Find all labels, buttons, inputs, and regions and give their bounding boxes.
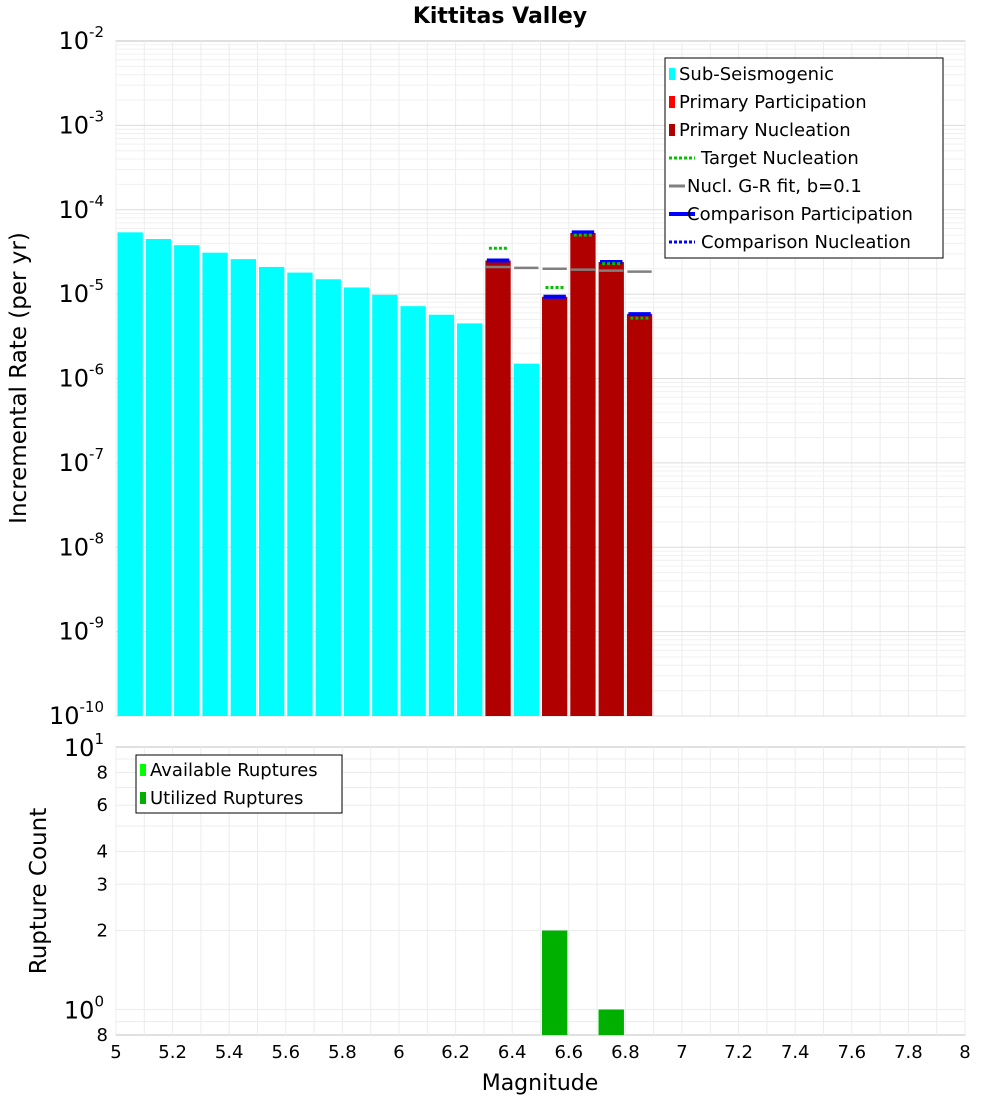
legend-label: Comparison Participation	[687, 204, 913, 225]
x-tick-label: 7.6	[837, 1042, 866, 1063]
bar-sub-seismogenic	[230, 259, 256, 716]
bar-sub-seismogenic	[343, 287, 370, 716]
top-y-tick-label: 10-8	[58, 529, 104, 561]
legend-label: Available Ruptures	[150, 760, 318, 781]
legend-swatch	[669, 96, 675, 108]
top-panel: 10-10 10-9 10-8 10-7 10-6 10-5 10-4 10-3 10-2 In…	[6, 23, 966, 730]
top-y-tick-label: 10-10	[49, 698, 104, 730]
bar-sub-seismogenic	[315, 279, 341, 716]
x-tick-label: 5.8	[328, 1042, 357, 1063]
bar-sub-seismogenic	[513, 363, 539, 716]
bar-primary-nucleation	[485, 260, 511, 716]
top-y-tick-label: 10-6	[58, 361, 104, 393]
legend-label: Utilized Ruptures	[150, 788, 303, 809]
bar-sub-seismogenic	[145, 239, 172, 716]
legend-label: Primary Nucleation	[679, 120, 851, 141]
legend-label: Nucl. G-R fit, b=0.1	[687, 176, 862, 197]
bottom-y-tick-label: 4	[97, 841, 108, 862]
x-tick-label: 5	[110, 1042, 121, 1063]
top-y-tick-label: 10-4	[58, 192, 104, 224]
top-y-tick-label: 10-3	[58, 107, 104, 139]
bar-sub-seismogenic	[457, 323, 483, 716]
bar-utilized-ruptures	[598, 1009, 624, 1035]
legend-swatch	[140, 764, 146, 776]
bottom-y-axis-label: Rupture Count	[26, 808, 52, 974]
bottom-y-tick-label: 3	[97, 874, 108, 895]
bar-primary-nucleation	[570, 233, 596, 716]
bar-sub-seismogenic	[259, 266, 285, 716]
bottom-y-tick-label: 8	[97, 1025, 108, 1046]
bottom-y-tick-label: 8	[97, 762, 108, 783]
chart-title: Kittitas Valley	[413, 4, 587, 29]
x-tick-label: 7.4	[781, 1042, 810, 1063]
top-legend: Sub-Seismogenic Primary Participation Prim…	[664, 57, 944, 259]
bottom-y-tick-label: 2	[97, 921, 108, 942]
x-tick-label: 6.6	[554, 1042, 583, 1063]
bar-primary-nucleation	[626, 314, 653, 716]
bar-sub-seismogenic	[202, 252, 228, 716]
x-tick-label: 5.2	[158, 1042, 187, 1063]
x-tick-label: 6	[393, 1042, 404, 1063]
top-y-tick-label: 10-2	[58, 23, 104, 55]
x-tick-label: 5.4	[215, 1042, 244, 1063]
x-ticks: 5 5.2 5.4 5.6 5.8 6 6.2 6.4 6.6 6.8 7 7.2 7.4 7.6 7.8 8	[110, 1042, 970, 1063]
bottom-y-tick-label: 101	[64, 730, 104, 762]
bottom-y-tick-label: 100	[64, 993, 104, 1025]
legend-label: Comparison Nucleation	[701, 232, 911, 253]
x-tick-label: 6.2	[441, 1042, 470, 1063]
bar-primary-nucleation	[542, 296, 568, 716]
bar-sub-seismogenic	[428, 314, 455, 716]
bottom-legend-box	[135, 754, 343, 814]
bar-primary-nucleation	[598, 262, 624, 716]
legend-label: Primary Participation	[679, 92, 867, 113]
bar-sub-seismogenic	[372, 294, 398, 716]
bottom-legend: Available Ruptures Utilized Ruptures	[135, 754, 343, 814]
x-tick-label: 7.2	[724, 1042, 753, 1063]
top-legend-box	[664, 57, 944, 259]
x-axis-label: Magnitude	[482, 1071, 599, 1096]
bottom-marks	[542, 930, 624, 1035]
legend-swatch	[140, 792, 146, 804]
x-tick-label: 6.4	[498, 1042, 527, 1063]
bottom-y-tick-label: 6	[97, 795, 108, 816]
bar-sub-seismogenic	[117, 232, 143, 716]
legend-swatch	[669, 124, 675, 136]
top-y-tick-label: 10-5	[58, 276, 104, 308]
top-y-tick-label: 10-9	[58, 614, 104, 646]
legend-label: Target Nucleation	[700, 148, 859, 169]
bar-sub-seismogenic	[174, 245, 200, 717]
legend-swatch	[669, 68, 675, 80]
x-tick-label: 7	[676, 1042, 687, 1063]
top-y-tick-label: 10-7	[58, 445, 104, 477]
bar-sub-seismogenic	[287, 272, 313, 716]
top-y-axis-label: Incremental Rate (per yr)	[6, 232, 32, 524]
top-y-ticks: 10-10 10-9 10-8 10-7 10-6 10-5 10-4 10-3 10-2	[49, 23, 104, 730]
bar-sub-seismogenic	[400, 306, 426, 716]
x-tick-label: 7.8	[894, 1042, 923, 1063]
legend-label: Sub-Seismogenic	[679, 64, 834, 85]
x-tick-label: 5.6	[271, 1042, 300, 1063]
bar-utilized-ruptures	[542, 930, 568, 1035]
top-marks	[117, 230, 653, 717]
x-tick-label: 6.8	[611, 1042, 640, 1063]
x-tick-label: 8	[959, 1042, 970, 1063]
